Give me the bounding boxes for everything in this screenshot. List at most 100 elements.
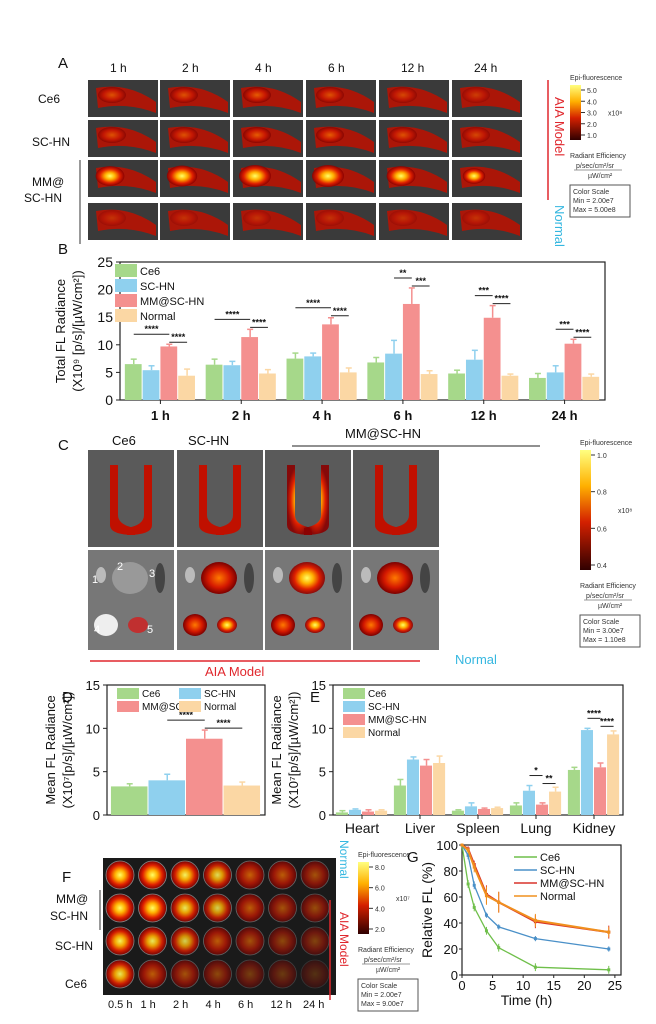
scale-multiplier: x10⁸ <box>608 111 622 118</box>
limb-signal <box>216 465 241 535</box>
y-tick-label: 0 <box>105 392 113 408</box>
mouse-image <box>379 160 449 197</box>
bar-schn <box>348 809 361 815</box>
data-point <box>533 937 537 941</box>
y-tick-label: 20 <box>444 942 458 957</box>
well <box>170 893 200 923</box>
well <box>300 860 330 890</box>
y-tick-label: 100 <box>436 838 458 853</box>
y-tick-label: 15 <box>86 678 100 693</box>
well <box>203 959 232 989</box>
x-tick-label: 2 h <box>232 408 251 423</box>
bar-schn <box>546 372 564 400</box>
radiant-efficiency-label: Radiant Efficiency <box>580 583 636 590</box>
bar-mmschn <box>241 337 259 400</box>
bar-schn <box>304 356 322 400</box>
hotspot <box>243 127 271 143</box>
colorbar-tick-label: 1.0 <box>587 133 597 140</box>
bar-schn <box>406 759 419 815</box>
mouse-image <box>379 120 449 157</box>
radiant-efficiency-label: Radiant Efficiency <box>570 153 626 160</box>
color-scale-c: Epi-fluorescence 1.0 0.8 0.6 0.4 x10⁸ Radiant … <box>579 440 641 648</box>
data-point <box>484 929 488 933</box>
y-tick-label: 25 <box>97 254 113 270</box>
time-label: 6 h <box>328 61 345 75</box>
color-scale-min: Min = 2.00e7 <box>573 198 614 205</box>
significance-label: *** <box>478 286 489 296</box>
mouse-image <box>452 80 522 117</box>
colorbar-tick-label: 0.6 <box>597 526 607 533</box>
organ-heart <box>273 567 283 583</box>
legend-swatch <box>115 309 137 322</box>
well <box>268 860 297 890</box>
well <box>300 959 330 989</box>
mouse-image <box>452 120 522 157</box>
colorbar-tick-label: 4.0 <box>587 99 597 106</box>
bar-mmschn <box>483 317 501 400</box>
panel-label-f: F <box>62 869 71 886</box>
limb-signal <box>287 465 312 535</box>
organ-kidney <box>393 617 413 633</box>
y-tick-label: 10 <box>97 337 113 353</box>
colorbar-tick-label: 4.0 <box>375 906 385 913</box>
bar-mmschn <box>536 804 549 815</box>
legend-label: Normal <box>540 891 575 903</box>
legend-swatch <box>115 279 137 292</box>
organ-spleen <box>244 563 254 593</box>
scale-multiplier: x10⁷ <box>396 896 410 903</box>
data-point <box>497 900 501 904</box>
legend-label: Normal <box>204 702 236 713</box>
well <box>203 926 232 956</box>
mouse-image <box>233 120 303 157</box>
data-point <box>472 905 476 909</box>
normal-label: Normal <box>552 205 567 247</box>
organ-number: 3 <box>149 568 155 580</box>
limb-signal <box>304 465 329 535</box>
series-line <box>461 844 609 971</box>
bar-schn <box>223 365 241 400</box>
radiant-efficiency-label: Radiant Efficiency <box>358 947 414 954</box>
color-scale-box <box>569 184 631 218</box>
well <box>235 860 265 890</box>
x-tick-label: 20 <box>577 978 591 993</box>
bar-normal <box>178 375 195 400</box>
hotspot <box>386 166 416 186</box>
significance-label: **** <box>600 716 615 726</box>
organ-number: 5 <box>147 624 153 636</box>
hotspot <box>95 166 125 186</box>
hotspot <box>389 127 417 143</box>
bar-mmschn <box>186 738 223 815</box>
bar-normal <box>223 785 261 815</box>
organ-kidney <box>128 617 148 633</box>
bar-normal <box>259 373 276 400</box>
whole-body-image <box>353 450 439 547</box>
legend-label: MM@SC-HN <box>142 702 200 713</box>
bar-ce <box>393 785 406 815</box>
hotspot <box>98 127 126 143</box>
time-label: 0.5 h <box>108 999 132 1011</box>
x-tick-label: Heart <box>345 820 379 836</box>
mouse-image <box>233 80 303 117</box>
colorbar <box>570 85 581 140</box>
well <box>268 893 297 923</box>
hotspot <box>316 87 344 103</box>
well <box>138 893 167 923</box>
organ-liver <box>377 562 413 594</box>
well <box>300 926 330 956</box>
data-point <box>472 865 476 869</box>
x-tick-label: Lung <box>520 820 551 836</box>
well <box>170 860 200 890</box>
hotspot <box>166 165 198 187</box>
legend-swatch <box>179 688 201 699</box>
mouse-image <box>452 160 522 197</box>
limb-signal <box>375 465 400 535</box>
limb-signal <box>199 465 224 535</box>
colorbar-tick-label: 1.0 <box>597 453 607 460</box>
significance-label: **** <box>217 718 232 728</box>
data-point <box>607 968 611 972</box>
well <box>170 926 200 956</box>
time-label: 12 h <box>401 61 424 75</box>
bar-schn <box>522 790 535 815</box>
legend-label: Ce6 <box>368 689 387 700</box>
